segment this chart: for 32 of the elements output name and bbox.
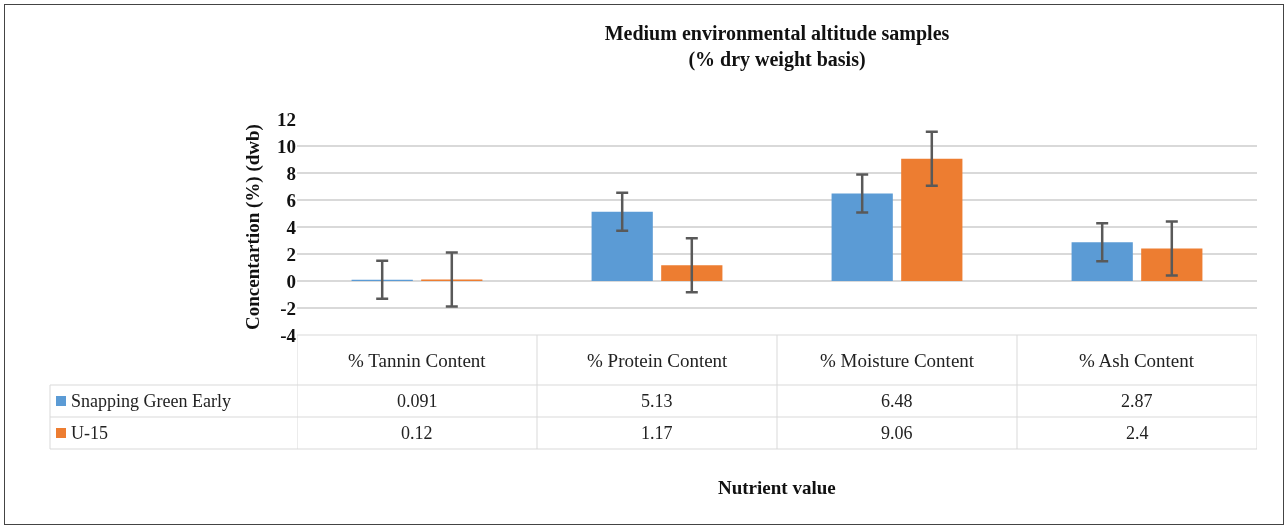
- data-label: 0.12: [401, 423, 433, 443]
- x-tick-label: % Ash Content: [1079, 350, 1195, 371]
- bar: [661, 265, 723, 281]
- y-axis-title: Concentartion (%) (dwb): [241, 124, 264, 330]
- bar: [831, 193, 893, 281]
- bar: [1071, 242, 1133, 281]
- bar: [591, 211, 653, 281]
- bar: [1141, 248, 1203, 281]
- y-tick-label: 12: [277, 108, 296, 130]
- y-tick-label: 4: [286, 216, 297, 238]
- y-tick-label: 8: [286, 162, 296, 184]
- legend-label: U-15: [71, 423, 108, 443]
- x-tick-label: % Moisture Content: [820, 350, 975, 371]
- x-tick-label: % Tannin Content: [348, 350, 487, 371]
- data-label: 9.06: [881, 423, 913, 443]
- y-tick-label: -4: [280, 324, 297, 346]
- y-tick-label: 10: [277, 135, 296, 157]
- x-tick-label: % Protein Content: [587, 350, 729, 371]
- y-tick-label: 0: [286, 270, 296, 292]
- y-tick-label: 2: [286, 243, 296, 265]
- text: Nutrient value: [718, 477, 836, 498]
- data-label: 2.4: [1126, 423, 1149, 443]
- data-label: 2.87: [1121, 391, 1153, 411]
- legend-label: Snapping Green Early: [71, 391, 231, 411]
- y-tick-label: -2: [280, 297, 296, 319]
- data-label: 1.17: [641, 423, 673, 443]
- bar: [901, 158, 963, 281]
- data-label: 0.091: [397, 391, 438, 411]
- y-tick-label: 6: [286, 189, 296, 211]
- data-label: 5.13: [641, 391, 673, 411]
- data-label: 6.48: [881, 391, 913, 411]
- chart-title: Medium environmental altitude samples (% dry weight basis): [604, 21, 950, 71]
